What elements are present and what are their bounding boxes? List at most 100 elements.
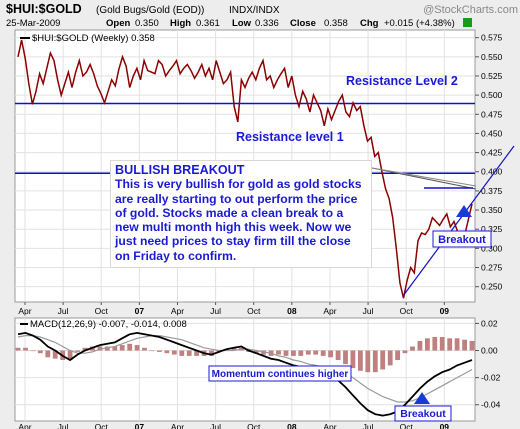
bullish-breakout-note: BULLISH BREAKOUT This is very bullish fo… [110, 160, 372, 268]
macd-histogram-bar [335, 350, 341, 360]
close-label: Close [290, 18, 316, 29]
high-value: 0.361 [196, 18, 220, 29]
macd-histogram-bar [291, 350, 296, 356]
macd-histogram-bar [179, 350, 185, 356]
macd-histogram-bar [209, 350, 214, 356]
macd-histogram-bar [23, 347, 28, 351]
macd-histogram-bar [417, 341, 423, 351]
macd-histogram-bar [350, 350, 356, 369]
macd-histogram-bar [387, 350, 393, 366]
price-y-tick-label: 0.450 [481, 128, 503, 138]
macd-histogram-bar [67, 350, 73, 360]
momentum-label: Momentum continues higher [212, 369, 349, 380]
macd-legend: MACD(12,26,9) -0.007, -0.014, 0.008 [20, 319, 187, 330]
price-y-tick-label: 0.550 [481, 52, 503, 62]
low-label: Low [232, 18, 252, 29]
price-series-line [17, 39, 473, 299]
triangle-upper-line-b [371, 167, 477, 187]
price-x-tick-label: 09 [440, 306, 450, 316]
macd-x-tick-label: Apr [18, 422, 31, 429]
macd-histogram-bar [320, 350, 326, 356]
macd-legend-text: MACD(12,26,9) -0.007, -0.014, 0.008 [30, 319, 187, 330]
close-value: 0.358 [324, 18, 348, 29]
price-x-tick-label: Oct [400, 306, 414, 316]
bullish-breakout-text: This is very bullish for gold as gold st… [115, 177, 362, 263]
price-y-tick-label: 0.350 [481, 205, 503, 215]
macd-x-tick-label: Apr [323, 422, 336, 429]
price-x-tick-label: Apr [18, 306, 31, 316]
macd-histogram-bar [82, 347, 88, 351]
price-y-tick-label: 0.275 [481, 263, 503, 273]
macd-histogram-bar [298, 350, 304, 356]
macd-histogram-bar [142, 347, 147, 351]
price-y-tick-label: 0.425 [481, 148, 503, 158]
high-label: High [170, 18, 191, 29]
macd-y-tick-label: 0.02 [481, 318, 498, 328]
macd-histogram-bar [313, 350, 319, 355]
macd-histogram-bar [171, 350, 177, 355]
macd-y-tick-label: 0.00 [481, 346, 498, 356]
macd-x-tick-label: Oct [247, 422, 261, 429]
macd-histogram-bar [253, 350, 259, 354]
price-y-tick-label: 0.525 [481, 71, 503, 81]
macd-histogram-bar [283, 350, 289, 356]
price-y-tick-label: 0.500 [481, 90, 503, 100]
open-label: Open [106, 18, 130, 29]
price-x-tick-label: 08 [287, 306, 297, 316]
macd-histogram-bar [37, 350, 43, 354]
macd-histogram-bar [15, 347, 21, 351]
price-legend-text: $HUI:$GOLD (Weekly) 0.358 [32, 33, 155, 44]
macd-histogram-bar [30, 350, 36, 352]
price-y-tick-label: 0.325 [481, 224, 503, 234]
macd-histogram-bar [343, 350, 348, 365]
macd-histogram-bar [365, 350, 371, 373]
price-x-tick-label: Jul [58, 306, 69, 316]
chg-label: Chg [360, 18, 379, 29]
watermark: @StockCharts.com [423, 4, 518, 16]
macd-histogram-bar [157, 350, 162, 352]
macd-histogram-bar [119, 345, 125, 351]
macd-histogram-bar [425, 338, 430, 351]
macd-histogram-bar [45, 350, 51, 358]
price-y-tick-label: 0.375 [481, 186, 503, 196]
macd-histogram-bar [112, 346, 118, 351]
macd-histogram-bar [149, 350, 155, 352]
up-indicator-icon [463, 18, 472, 27]
macd-histogram-bar [305, 350, 311, 355]
macd-histogram-bar [469, 341, 475, 351]
macd-histogram-bar [462, 339, 467, 351]
breakout-price-label: Breakout [438, 234, 486, 246]
macd-histogram-bar [395, 350, 400, 360]
price-legend: $HUI:$GOLD (Weekly) 0.358 [20, 33, 155, 44]
price-x-tick-label: Apr [171, 306, 184, 316]
price-y-tick-label: 0.300 [481, 243, 503, 253]
price-y-tick-label: 0.250 [481, 282, 503, 292]
macd-x-tick-label: Jul [210, 422, 221, 429]
macd-x-tick-label: Oct [95, 422, 109, 429]
macd-x-tick-label: Jul [363, 422, 374, 429]
breakout-arrow-icon [456, 205, 472, 217]
macd-histogram-bar [52, 350, 58, 359]
exchange-label: INDX/INDX [229, 5, 280, 16]
macd-y-tick-label: -0.02 [481, 373, 501, 383]
macd-x-tick-label: Apr [171, 422, 184, 429]
macd-histogram-bar [97, 346, 103, 351]
breakout-macd-label: Breakout [400, 408, 446, 420]
macd-histogram-bar [194, 350, 199, 356]
macd-histogram-bar [134, 345, 140, 351]
macd-panel: 0.02 0.00 -0.02 -0.04 Apr Jul Oct 07 Apr Jul Oct 0… [14, 317, 501, 429]
macd-x-tick-label: 08 [287, 422, 297, 429]
resistance-level-1-label: Resistance level 1 [236, 130, 344, 144]
low-value: 0.336 [255, 18, 279, 29]
macd-histogram-bar [127, 343, 133, 351]
macd-histogram-bar [75, 350, 80, 352]
macd-histogram-bar [328, 350, 333, 358]
macd-x-tick-label: 07 [135, 422, 145, 429]
symbol-description: (Gold Bugs/Gold (EOD)) [96, 5, 204, 16]
momentum-box [208, 365, 352, 382]
macd-histogram-bar [410, 346, 415, 351]
chg-value: +0.015 (+4.38%) [384, 18, 455, 29]
macd-histogram-bar [372, 350, 378, 373]
macd-x-tick-label: Jul [58, 422, 69, 429]
price-x-tick-label: Oct [95, 306, 109, 316]
